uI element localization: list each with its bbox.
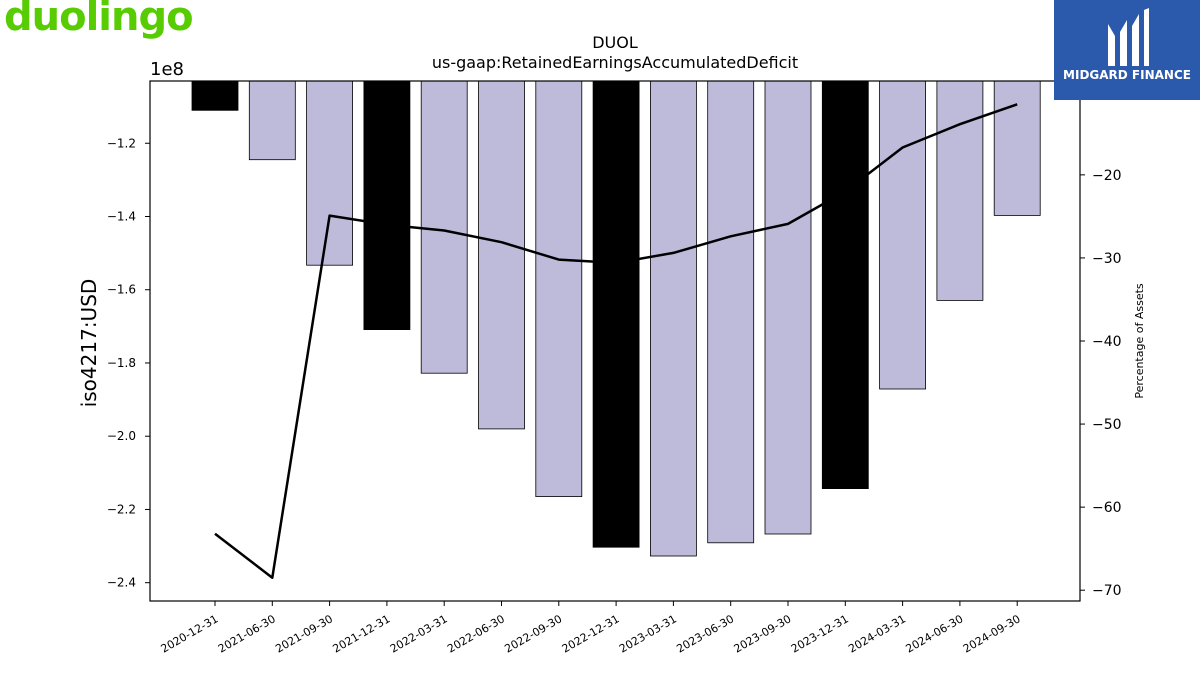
y2-tick-label: −70: [1092, 583, 1122, 599]
x-tick-label: 2024-09-30: [961, 612, 1023, 655]
y-tick-label: −1.4: [107, 209, 136, 223]
x-tick-label: 2022-06-30: [445, 612, 507, 655]
x-tick-label: 2021-12-31: [331, 612, 393, 655]
x-tick-label: 2023-09-30: [732, 612, 794, 655]
y-tick-label: −1.8: [107, 356, 136, 370]
x-tick-label: 2022-03-31: [388, 612, 450, 655]
bar-2022-06-30: [478, 80, 525, 430]
x-tick-label: 2021-09-30: [273, 612, 335, 655]
chart-title: DUOL: [592, 33, 638, 52]
y2-tick-label: −30: [1092, 251, 1122, 267]
y-tick-label: −1.2: [107, 136, 136, 150]
y2-tick-label: −20: [1092, 168, 1122, 184]
bars-layer: [191, 80, 1041, 557]
x-tick-label: 2024-06-30: [904, 612, 966, 655]
bar-2024-06-30: [936, 80, 984, 301]
x-tick-label: 2021-06-30: [216, 612, 278, 655]
assets-percentage-line: [214, 103, 1018, 579]
x-tick-label: 2023-06-30: [674, 612, 736, 655]
y-tick-label: −1.6: [107, 283, 136, 297]
y2-axis-label: Percentage of Assets: [1133, 283, 1146, 399]
y-tick-label: −2.0: [107, 429, 136, 443]
x-tick-label: 2022-12-31: [560, 612, 622, 655]
x-tick-label: 2022-09-30: [502, 612, 564, 655]
line-layer: [214, 103, 1018, 579]
y2-tick-label: −50: [1092, 417, 1122, 433]
right-axis: −20 −30 −40 −50 −60 −70: [1080, 168, 1122, 599]
x-tick-label: 2023-03-31: [617, 612, 679, 655]
bar-2023-12-31: [821, 80, 869, 490]
bar-2020-12-31: [191, 80, 239, 111]
duolingo-logo: duolingo: [4, 0, 194, 40]
bar-2024-03-31: [879, 80, 926, 390]
midgard-mark-icon: [1108, 8, 1149, 66]
bar-2023-09-30: [764, 80, 812, 535]
bar-2024-09-30: [993, 80, 1041, 216]
bar-2023-06-30: [707, 80, 755, 544]
partner-name: MIDGARD FINANCE: [1063, 68, 1191, 82]
x-tick-label: 2024-03-31: [846, 612, 908, 655]
bar-2021-09-30: [306, 80, 354, 266]
bar-2021-06-30: [248, 80, 296, 161]
chart-subtitle: us-gaap:RetainedEarningsAccumulatedDefic…: [432, 53, 798, 72]
y-tick-label: −2.2: [107, 502, 136, 516]
y-tick-label: −2.4: [107, 576, 136, 590]
bar-2022-12-31: [592, 80, 640, 548]
y2-tick-label: −40: [1092, 334, 1122, 350]
midgard-finance-logo: MIDGARD FINANCE: [1054, 0, 1200, 100]
y2-tick-label: −60: [1092, 500, 1122, 516]
bar-2021-12-31: [363, 80, 411, 331]
x-tick-label: 2023-12-31: [789, 612, 851, 655]
x-tick-label: 2020-12-31: [159, 612, 221, 655]
bar-2022-03-31: [420, 80, 468, 374]
x-axis: 2020-12-312021-06-302021-09-302021-12-31…: [159, 601, 1023, 656]
y-exponent-label: 1e8: [150, 59, 184, 80]
bar-2022-09-30: [535, 80, 583, 498]
left-axis: −1.2 −1.4 −1.6 −1.8 −2.0 −2.2 −2.4: [107, 136, 150, 590]
bar-2023-03-31: [650, 80, 697, 557]
y-axis-label: iso4217:USD: [77, 279, 101, 408]
